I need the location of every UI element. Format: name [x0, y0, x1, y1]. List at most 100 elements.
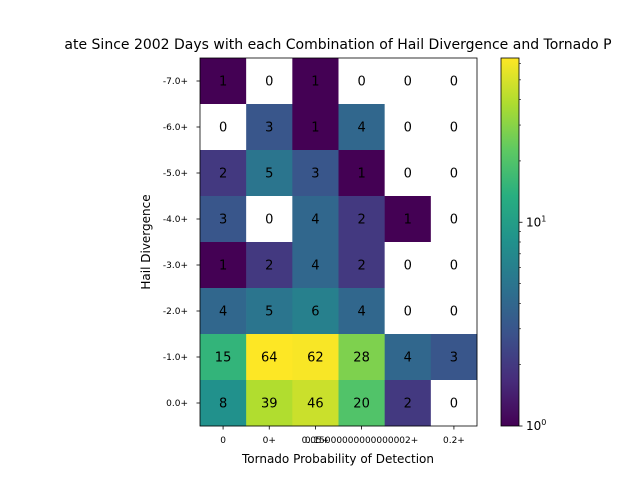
- heatmap-cell: [338, 380, 385, 427]
- cell-value-label: 0: [450, 397, 458, 412]
- cell-value-label: 0: [404, 121, 412, 136]
- heatmap-cells: [200, 58, 478, 427]
- cell-value-label: 3: [311, 167, 319, 182]
- heatmap-cell: [430, 242, 478, 289]
- cell-value-label: 4: [357, 121, 365, 136]
- y-tick-label: -3.0+: [163, 261, 188, 271]
- cell-value-label: 2: [357, 259, 365, 274]
- cell-value-label: 20: [353, 397, 370, 412]
- heatmap-cell: [430, 196, 478, 243]
- heatmap-cell: [200, 334, 247, 381]
- heatmap-cell: [292, 242, 339, 289]
- colorbar-ticks: 100 101: [519, 63, 546, 433]
- cell-value-label: 0: [265, 75, 273, 90]
- heatmap-cell: [246, 58, 293, 105]
- x-tick-label: 0.2+: [443, 436, 465, 446]
- cell-value-label: 0: [450, 259, 458, 274]
- cell-value-label: 2: [357, 213, 365, 228]
- x-axis-ticks: 0 0+ 0.05+0.15000000000000002+ 0.2+: [220, 426, 465, 446]
- heatmap-cell: [200, 150, 247, 197]
- cell-value-label: 28: [353, 351, 370, 366]
- heatmap-cell: [246, 104, 293, 151]
- cell-value-label: 62: [307, 351, 324, 366]
- x-axis-label: Tornado Probability of Detection: [241, 452, 434, 466]
- heatmap-cell: [200, 242, 247, 289]
- cell-value-label: 4: [357, 305, 365, 320]
- cell-value-label: 0: [450, 167, 458, 182]
- heatmap-cell: [246, 150, 293, 197]
- cell-value-label: 1: [219, 259, 227, 274]
- heatmap-cell: [246, 334, 293, 381]
- plot-frame: [199, 57, 478, 427]
- heatmap-cell: [384, 196, 432, 243]
- y-axis-ticks: -7.0+ -6.0+ -5.0+ -4.0+ -3.0+ -2.0+ -1.0+ 0.0+: [163, 77, 200, 409]
- heatmap-cell: [338, 196, 385, 243]
- x-tick-label: 0+: [263, 436, 276, 446]
- cell-value-label: 5: [265, 167, 273, 182]
- cell-value-label: 8: [219, 397, 227, 412]
- cell-value-label: 6: [311, 305, 319, 320]
- heatmap-cell: [246, 196, 293, 243]
- cell-value-label: 1: [404, 213, 412, 228]
- heatmap-cell: [384, 150, 432, 197]
- cell-value-label: 5: [265, 305, 273, 320]
- heatmap-cell: [384, 334, 432, 381]
- y-tick-label: -4.0+: [163, 215, 188, 225]
- x-tick-label: 0.15000000000000002+: [305, 436, 418, 446]
- cell-value-label: 2: [219, 167, 227, 182]
- heatmap-cell: [430, 288, 478, 335]
- cell-value-label: 0: [404, 75, 412, 90]
- heatmap-cell: [292, 380, 339, 427]
- heatmap-cell: [292, 150, 339, 197]
- heatmap-cell: [200, 380, 247, 427]
- heatmap-cell: [200, 58, 247, 105]
- cell-value-label: 64: [261, 351, 278, 366]
- cell-value-label: 1: [357, 167, 365, 182]
- y-tick-label: -7.0+: [163, 77, 188, 87]
- cell-value-label: 4: [404, 351, 412, 366]
- y-tick-label: -6.0+: [163, 123, 188, 133]
- cell-value-label: 4: [311, 259, 319, 274]
- cell-value-label: 0: [265, 213, 273, 228]
- colorbar: [500, 57, 520, 427]
- cell-value-label: 0: [404, 167, 412, 182]
- heatmap-cell: [338, 58, 385, 105]
- heatmap-cell: [384, 58, 432, 105]
- heatmap-cell-labels: 1 0 1 0 0 00 3 1 4 0 02 5 3 1 0 03 0 4 2 1 01 2 4 2 0 04 5 6 4 0 015 64…: [215, 75, 458, 412]
- cell-value-label: 3: [265, 121, 273, 136]
- y-axis-label: Hail Divergence: [139, 194, 153, 289]
- heatmap-cell: [338, 104, 385, 151]
- cell-value-label: 0: [450, 75, 458, 90]
- cell-value-label: 0: [357, 75, 365, 90]
- heatmap-cell: [384, 380, 432, 427]
- cell-value-label: 15: [215, 351, 232, 366]
- cell-value-label: 3: [219, 213, 227, 228]
- heatmap-cell: [246, 380, 293, 427]
- heatmap-cell: [200, 196, 247, 243]
- heatmap-cell: [430, 380, 478, 427]
- cell-value-label: 0: [404, 305, 412, 320]
- heatmap-cell: [292, 334, 339, 381]
- cell-value-label: 0: [219, 121, 227, 136]
- heatmap-cell: [338, 150, 385, 197]
- chart-title: ate Since 2002 Days with each Combinatio…: [64, 37, 611, 53]
- heatmap-cell: [384, 104, 432, 151]
- heatmap-cell: [384, 242, 432, 289]
- cell-value-label: 4: [311, 213, 319, 228]
- heatmap-cell: [292, 288, 339, 335]
- y-tick-label: -2.0+: [163, 307, 188, 317]
- heatmap-cell: [430, 334, 478, 381]
- heatmap-cell: [200, 104, 247, 151]
- cell-value-label: 3: [450, 351, 458, 366]
- cell-value-label: 46: [307, 397, 324, 412]
- heatmap-cell: [246, 242, 293, 289]
- x-tick-label: 0.05+: [302, 436, 330, 446]
- colorbar-tick-label: 100: [526, 418, 546, 433]
- heatmap-cell: [430, 150, 478, 197]
- cell-value-label: 0: [450, 305, 458, 320]
- heatmap-cell: [292, 104, 339, 151]
- colorbar-tick-label: 101: [526, 214, 546, 229]
- cell-value-label: 4: [219, 305, 227, 320]
- cell-value-label: 0: [404, 259, 412, 274]
- heatmap-cell: [200, 288, 247, 335]
